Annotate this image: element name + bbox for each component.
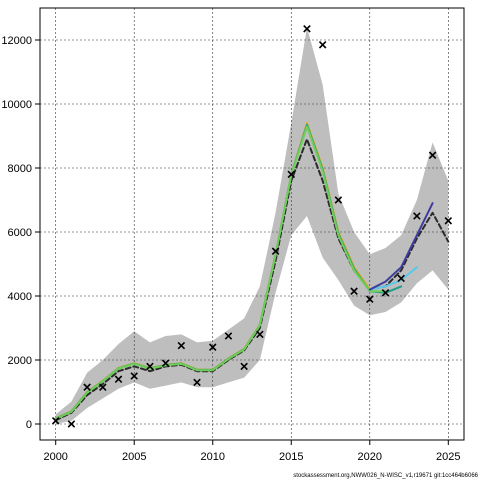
observation-cross-b [334, 196, 343, 204]
grid-layer [40, 8, 464, 440]
confidence-band [55, 27, 449, 424]
observation-point [67, 420, 76, 428]
series-line-4 [54, 125, 387, 420]
y-tick-label: 12000 [1, 35, 32, 47]
observation-point [177, 341, 186, 350]
observation-point [208, 343, 217, 351]
observation-point [146, 362, 154, 371]
observation-cross-b [146, 362, 154, 371]
observation-point [193, 378, 201, 387]
observation-point [350, 287, 358, 295]
x-tick-label: 2000 [43, 451, 67, 463]
observation-point [161, 359, 170, 367]
y-tick-label: 4000 [8, 291, 32, 303]
observation-point [99, 383, 107, 391]
observation-cross-b [428, 151, 437, 159]
observation-cross-b [224, 332, 233, 340]
observation-cross-b [208, 343, 217, 351]
observation-cross-b [161, 359, 170, 367]
y-tick-label: 0 [26, 419, 32, 431]
observation-cross-b [130, 372, 138, 380]
observation-cross-b [99, 383, 107, 391]
observation-cross-b [67, 420, 76, 428]
x-tick-label: 2005 [122, 451, 146, 463]
observation-point [240, 362, 248, 371]
observation-cross-b [350, 287, 358, 295]
observation-cross-b [240, 362, 248, 371]
x-tick-label: 2010 [200, 451, 224, 463]
footer-source-text: stockassessment.org,NWW026_N-WISC_v1,r19… [293, 473, 478, 479]
observation-cross-b [413, 212, 421, 220]
observation-point [114, 375, 123, 383]
y-tick-label: 10000 [1, 99, 32, 111]
observation-cross-b [287, 170, 296, 179]
observation-point [381, 289, 390, 297]
series-line-6 [368, 202, 434, 291]
observation-cross-b [51, 417, 60, 425]
y-tick-label: 6000 [8, 227, 32, 239]
observation-point [256, 330, 264, 339]
y-tick-label: 2000 [8, 355, 32, 367]
series-line-5 [368, 266, 418, 291]
plot-frame [39, 7, 465, 441]
observation-point [366, 295, 374, 303]
observation-point [334, 196, 343, 204]
observation-cross-b [303, 25, 311, 33]
observation-cross-b [177, 341, 186, 350]
observation-point [303, 25, 311, 33]
x-tick-label: 2015 [279, 451, 303, 463]
observation-point [318, 41, 327, 49]
y-tick-label: 8000 [8, 163, 32, 175]
observation-layer [51, 25, 453, 428]
axis-layer: 2000 2005 2010 2015 2020 2025 0 2000 4000 6000 800… [1, 7, 465, 463]
x-tick-label: 2025 [436, 451, 460, 463]
observation-cross-b [83, 383, 91, 391]
confidence-band-layer [55, 27, 449, 424]
observation-cross-b [114, 375, 123, 383]
observation-cross-b [444, 217, 453, 225]
observation-cross-b [381, 289, 390, 297]
observation-point [287, 170, 296, 179]
series-layer [54, 122, 450, 422]
observation-cross-b [193, 378, 201, 387]
observation-cross-b [366, 295, 374, 303]
observation-point [224, 332, 233, 340]
observation-point [428, 151, 437, 159]
observation-point [51, 417, 60, 425]
observation-point [130, 372, 138, 380]
observation-point [413, 212, 421, 220]
observation-cross-b [397, 274, 405, 283]
observation-point [83, 383, 91, 391]
observation-point [444, 217, 453, 225]
observation-point [271, 247, 280, 255]
x-tick-label: 2020 [358, 451, 382, 463]
observation-cross-b [256, 330, 264, 339]
observation-point [397, 274, 405, 283]
observation-cross-b [271, 247, 280, 255]
observation-cross-b [318, 41, 327, 49]
